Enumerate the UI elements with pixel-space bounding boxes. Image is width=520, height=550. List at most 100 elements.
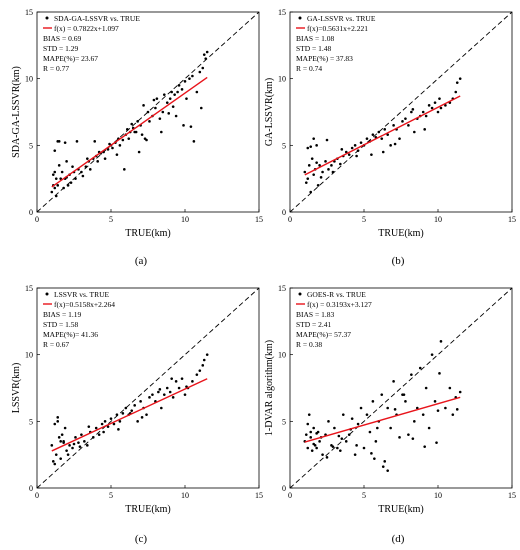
data-point (180, 88, 184, 91)
data-point (386, 406, 389, 410)
data-point (418, 366, 422, 370)
legend-points-label: GA-LSSVR vs. TRUE (307, 14, 376, 23)
data-point (108, 142, 111, 146)
data-point (398, 436, 401, 439)
reference-line-1to1 (289, 287, 513, 489)
legend-point-marker (45, 292, 49, 296)
legend-stat: MAPE(%)= 57.37 (296, 330, 351, 339)
data-point (62, 186, 65, 190)
data-point (112, 422, 116, 426)
data-point (62, 441, 65, 444)
x-axis-label: TRUE(km) (125, 228, 171, 239)
plot-frame (36, 11, 260, 213)
plot-frame (289, 287, 513, 489)
data-point (315, 161, 318, 164)
data-point (72, 442, 76, 446)
data-point (327, 168, 330, 171)
data-point (88, 168, 92, 171)
data-point (63, 141, 67, 144)
data-point (140, 133, 144, 136)
y-tick-label: 5 (29, 417, 33, 426)
data-point (381, 150, 385, 154)
data-point (93, 140, 97, 143)
data-point (53, 170, 57, 174)
legend-stat: STD = 1.29 (43, 44, 79, 53)
data-point (359, 141, 363, 144)
x-tick-label: 10 (434, 491, 442, 500)
data-point (424, 386, 428, 390)
data-point (381, 465, 385, 468)
data-point (170, 90, 173, 94)
regression-line (304, 396, 461, 443)
data-point (413, 130, 416, 134)
data-point (106, 148, 110, 151)
data-point (174, 380, 178, 383)
data-point (389, 426, 392, 430)
reference-line-1to1 (289, 11, 513, 213)
data-point (174, 114, 178, 118)
data-point (438, 97, 441, 100)
data-point (306, 446, 310, 450)
data-point (53, 422, 57, 426)
data-point (130, 122, 134, 126)
data-point (192, 140, 196, 143)
data-point (54, 194, 58, 198)
data-point (168, 97, 172, 100)
chart-panel-2: 0 5 10 15 0 5 10 15 TRUE(km) LSSVR(km) LSSVR vs. T… (11, 284, 263, 545)
data-point (198, 70, 202, 74)
x-tick-label: 5 (109, 491, 113, 500)
data-point (77, 441, 80, 444)
y-tick-label: 10 (278, 75, 286, 84)
data-point (84, 165, 88, 168)
data-point (306, 177, 310, 180)
data-point (325, 456, 329, 459)
x-tick-label: 15 (255, 491, 263, 500)
data-point (315, 446, 318, 450)
data-point (66, 453, 70, 456)
x-tick-label: 10 (181, 215, 189, 224)
data-point (386, 469, 389, 472)
y-tick-label: 15 (278, 284, 286, 293)
data-point (331, 445, 335, 448)
data-point (54, 453, 58, 456)
data-point (304, 433, 308, 436)
data-point (315, 144, 318, 147)
data-point (97, 433, 101, 436)
y-axis-label: LSSVR(km) (11, 363, 22, 414)
data-point (53, 186, 57, 190)
y-tick-label: 5 (29, 141, 33, 150)
data-point (86, 444, 89, 447)
data-point (454, 90, 458, 94)
legend-fit-label: f(x)=0.5631x+2.221 (307, 24, 368, 33)
data-point (204, 57, 208, 60)
data-point (81, 174, 85, 178)
data-point (202, 358, 206, 362)
data-point (321, 453, 324, 456)
legend-stat: MAPE(%)= 23.67 (43, 54, 98, 63)
data-point (185, 97, 188, 100)
legend-stat: BIAS = 1.83 (296, 310, 334, 319)
data-point (60, 433, 64, 436)
data-point (327, 420, 330, 423)
y-axis-label: 1-DVAR algorithm(km) (264, 340, 275, 436)
data-point (176, 90, 179, 94)
data-point (356, 149, 360, 152)
data-point (167, 112, 171, 115)
data-point (125, 128, 129, 131)
data-point (402, 393, 406, 396)
data-point (160, 406, 163, 410)
data-point (438, 372, 441, 375)
data-point (80, 433, 83, 436)
data-point (421, 110, 425, 114)
data-point (376, 426, 379, 430)
legend-stat: R = 0.74 (296, 64, 322, 73)
regression-line (51, 378, 208, 452)
data-point (309, 190, 313, 194)
data-point (50, 190, 54, 194)
data-point (56, 184, 60, 187)
data-point (57, 436, 61, 439)
data-point (356, 422, 360, 426)
data-point (353, 453, 357, 456)
data-point (180, 377, 184, 380)
legend-stat: BIAS = 1.08 (296, 34, 334, 43)
